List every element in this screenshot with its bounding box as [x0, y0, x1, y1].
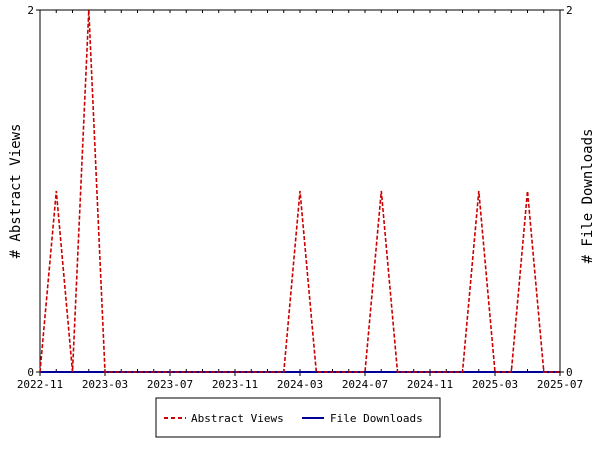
legend-label-abstract-views: Abstract Views: [191, 412, 284, 425]
y-left-tick-max: 2: [27, 4, 34, 17]
legend-label-file-downloads: File Downloads: [330, 412, 423, 425]
y-right-tick-min: 0: [566, 366, 573, 379]
y-left-axis-label: # Abstract Views: [8, 124, 24, 259]
x-tick-label: 2023-03: [82, 378, 128, 391]
x-tick-label: 2024-11: [407, 378, 453, 391]
legend: Abstract Views File Downloads: [155, 397, 441, 438]
legend-box: [155, 397, 441, 438]
x-axis: 2022-11 2023-03 2023-07 2023-11 2024-03 2024-…: [17, 9, 583, 391]
x-tick-label: 2023-07: [147, 378, 193, 391]
y-right-axis-label: # File Downloads: [580, 129, 596, 264]
y-left-tick-min: 0: [27, 366, 34, 379]
x-tick-label: 2022-11: [17, 378, 63, 391]
series-layer: [39, 9, 560, 373]
x-tick-label: 2025-07: [537, 378, 583, 391]
x-tick-label: 2024-07: [342, 378, 388, 391]
x-tick-label: 2024-03: [277, 378, 323, 391]
x-tick-label: 2023-11: [212, 378, 258, 391]
series-line-abstract-views: [39, 9, 560, 373]
y-right-tick-max: 2: [566, 4, 573, 17]
x-tick-label: 2025-03: [472, 378, 518, 391]
